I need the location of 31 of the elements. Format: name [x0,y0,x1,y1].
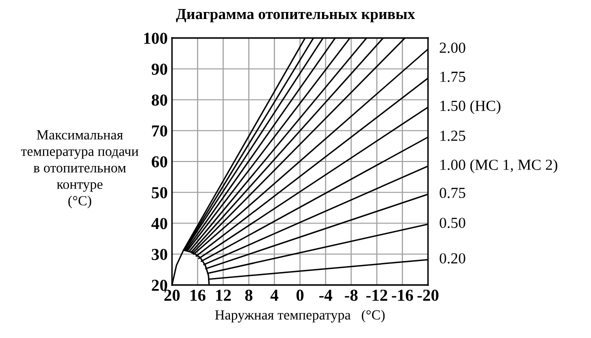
y-tick-label: 60 [152,156,168,168]
x-tick-label: 16 [190,290,206,301]
chart-title: Диаграмма отопительных кривых [176,9,416,22]
y-tick-label: 100 [144,32,168,44]
series-label: 1.75 [440,72,466,82]
series-label: 2.00 [440,42,466,54]
x-tick-label: 20 [164,290,180,301]
y-axis-title: Максимальная температура подачи в отопительном контуре (°C) [21,130,138,208]
y-tick-label: 40 [151,218,168,230]
series-label: 1.50 (HC) [440,100,500,114]
x-tick-label: -4 [319,290,332,301]
y-tick-label: 70 [152,125,168,137]
x-tick-label: -20 [418,290,438,301]
x-tick-label: 8 [245,290,252,301]
x-tick-label: -12 [366,290,388,301]
series-label: 0.75 [440,188,466,198]
series-label: 1.00 (MC 1, MC 2) [440,159,558,174]
y-tick-label: 80 [152,94,168,106]
x-tick-label: 12 [216,290,231,301]
x-tick-label: -8 [344,290,358,301]
series-label: 0.50 [440,218,466,228]
x-tick-label: 0 [296,290,304,301]
y-tick-label: 20 [152,280,168,291]
x-tick-label: -16 [392,290,414,301]
x-tick-label: 4 [270,290,278,301]
y-tick-label: 30 [152,248,168,260]
y-tick-label: 90 [152,64,168,75]
y-tick-label: 50 [152,187,168,198]
x-axis-title: Наружная температура (°C) [215,310,385,322]
series-label: 1.25 [440,130,466,141]
series-label: 0.20 [440,253,466,264]
